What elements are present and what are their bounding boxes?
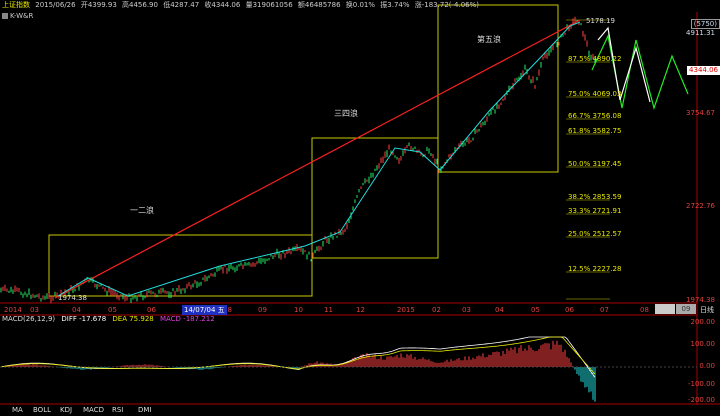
x-axis-label: 09 — [258, 306, 267, 314]
macd-histogram — [0, 340, 596, 402]
macd-info: MACD(26,12,9) DIFF -17.678 DEA 75.928 MA… — [2, 314, 219, 324]
stock-name: 上证指数 — [2, 1, 30, 9]
x-axis-label: 02 — [432, 306, 441, 314]
macd-title: MACD(26,12,9) — [2, 315, 56, 323]
x-axis-label: 05 — [108, 306, 117, 314]
price-axis-1974: 1974.38 — [686, 296, 715, 304]
quote-change: 涨-183.72(-4.06%) — [414, 1, 479, 9]
current-price-box: 4344.06 — [687, 66, 720, 75]
x-axis-label: 12 — [356, 306, 365, 314]
macd-axis-100: 100.00 — [690, 340, 716, 348]
quote-date: 2015/06/26 — [35, 1, 76, 9]
price-axis-4911: 4911.31 — [686, 29, 715, 37]
indicator-name[interactable]: K-W&R — [2, 11, 33, 21]
fib-label-125: 12.5% 2227.28 — [568, 265, 622, 273]
fib-lines — [566, 19, 610, 300]
x-axis-label: 10 — [294, 306, 303, 314]
macd-axis-0: 0.00 — [699, 362, 715, 370]
x-axis-label: 05 — [531, 306, 540, 314]
quote-volume: 量319061056 — [245, 1, 293, 9]
fib-label-333: 33.3% 2721.91 — [568, 207, 622, 215]
price-axis-top-box: (5750) — [690, 19, 720, 29]
wave-5-box — [437, 4, 559, 173]
scale-button[interactable] — [655, 304, 675, 314]
fib-label-50: 50.0% 3197.45 — [568, 160, 622, 168]
x-axis-label: 08 — [640, 306, 649, 314]
quote-close: 收4344.06 — [204, 1, 241, 9]
tab-kdj[interactable]: KDJ — [60, 406, 73, 414]
fib-label-75: 75.0% 4069.03 — [568, 90, 622, 98]
price-axis-2722: 2722.76 — [686, 202, 715, 210]
period-label[interactable]: 日线 — [700, 306, 714, 314]
tab-ma[interactable]: MA — [12, 406, 23, 414]
fib-label-667: 66.7% 3756.08 — [568, 112, 622, 120]
indicator-square-icon — [2, 13, 8, 19]
tab-dmi[interactable]: DMI — [138, 406, 152, 414]
quote-high: 高4456.90 — [122, 1, 158, 9]
x-axis-label: 04 — [495, 306, 504, 314]
wave-34-label: 三四浪 — [334, 109, 358, 118]
main-trendline — [54, 19, 581, 299]
quote-amount: 额46485786 — [297, 1, 341, 9]
wave-12-label: 一二浪 — [130, 206, 154, 215]
macd-diff-line — [0, 336, 596, 378]
scale-button-09[interactable]: 09 — [676, 304, 696, 314]
cursor-date-box: 14/07/04 五 — [182, 305, 227, 315]
x-axis-label: 06 — [147, 306, 156, 314]
x-axis-label: 03 — [462, 306, 471, 314]
macd-diff: DIFF -17.678 — [61, 315, 107, 323]
wave-5-label: 第五浪 — [477, 35, 501, 44]
x-axis-label: 08 — [223, 306, 232, 314]
x-axis-label: 03 — [30, 306, 39, 314]
quote-header: 上证指数 2015/06/26 开4399.93 高4456.90 低4287.… — [2, 0, 482, 11]
x-axis-label: 2015 — [397, 306, 415, 314]
x-axis-label: 2014 — [4, 306, 22, 314]
macd-macd: MACD -187.212 — [159, 315, 215, 323]
macd-dea: DEA 75.928 — [112, 315, 154, 323]
macd-axis-neg200: -200.00 — [687, 396, 715, 404]
x-axis-label: 07 — [600, 306, 609, 314]
indicator-label: K-W&R — [10, 12, 34, 20]
quote-turnover: 换0.01% — [345, 1, 376, 9]
wave-trace — [57, 21, 581, 297]
wave-12-box — [48, 234, 313, 297]
fib-label-875: 87.5% 4890.22 — [568, 55, 622, 63]
quote-low: 低4287.47 — [163, 1, 200, 9]
price-axis-3754: 3754.67 — [686, 109, 715, 117]
x-axis-label: 06 — [565, 306, 574, 314]
fib-label-25: 25.0% 2512.57 — [568, 230, 622, 238]
x-axis-label: 04 — [72, 306, 81, 314]
tab-boll[interactable]: BOLL — [33, 406, 51, 414]
low-label: 1974.38 — [58, 294, 87, 302]
x-axis-label: 11 — [324, 306, 333, 314]
quote-amplitude: 振3.74% — [380, 1, 410, 9]
wave-34-box — [311, 137, 439, 259]
quote-open: 开4399.93 — [80, 1, 117, 9]
macd-axis-neg100: -100.00 — [687, 380, 715, 388]
tab-rsi[interactable]: RSI — [112, 406, 124, 414]
fib-label-top: 5178.19 — [586, 17, 615, 25]
forecast-white — [597, 26, 651, 103]
fib-label-618: 61.8% 3582.75 — [568, 127, 622, 135]
forecast-green — [591, 34, 689, 111]
macd-dea-line — [0, 336, 596, 375]
macd-axis-200: 200.00 — [690, 318, 716, 326]
indicator-tabs: MA BOLL KDJ MACD RSI DMI — [0, 405, 720, 416]
fib-label-382: 38.2% 2853.59 — [568, 193, 622, 201]
tab-macd[interactable]: MACD — [83, 406, 104, 414]
